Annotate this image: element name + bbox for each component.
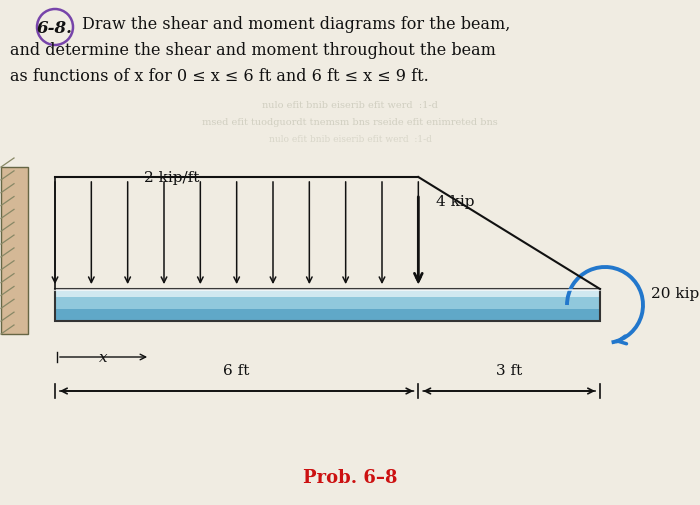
Text: 6-8.: 6-8. — [37, 20, 73, 36]
Text: and determine the shear and moment throughout the beam: and determine the shear and moment throu… — [10, 41, 496, 59]
Bar — [55, 297, 600, 310]
Text: 4 kip: 4 kip — [436, 194, 475, 209]
Text: 3 ft: 3 ft — [496, 363, 522, 377]
Text: 20 kip·ft: 20 kip·ft — [651, 286, 700, 300]
Text: 2 kip/ft: 2 kip/ft — [144, 171, 199, 185]
Text: msed efit tuodguordt tnemsm bns rseide efit enimreted bns: msed efit tuodguordt tnemsm bns rseide e… — [202, 117, 498, 126]
Bar — [55, 289, 600, 321]
Text: nulo efit bnib eiserib efit werd  :1-d: nulo efit bnib eiserib efit werd :1-d — [262, 100, 438, 109]
Text: x: x — [99, 350, 107, 364]
Text: 6 ft: 6 ft — [223, 363, 250, 377]
Bar — [55, 289, 600, 297]
Text: Draw the shear and moment diagrams for the beam,: Draw the shear and moment diagrams for t… — [82, 16, 510, 32]
Bar — [55, 310, 600, 321]
Bar — [1, 168, 28, 334]
Text: Prob. 6–8: Prob. 6–8 — [302, 468, 398, 486]
Text: as functions of x for 0 ≤ x ≤ 6 ft and 6 ft ≤ x ≤ 9 ft.: as functions of x for 0 ≤ x ≤ 6 ft and 6… — [10, 67, 428, 84]
Text: nulo efit bnib eiserib efit werd  :1-d: nulo efit bnib eiserib efit werd :1-d — [269, 135, 431, 144]
